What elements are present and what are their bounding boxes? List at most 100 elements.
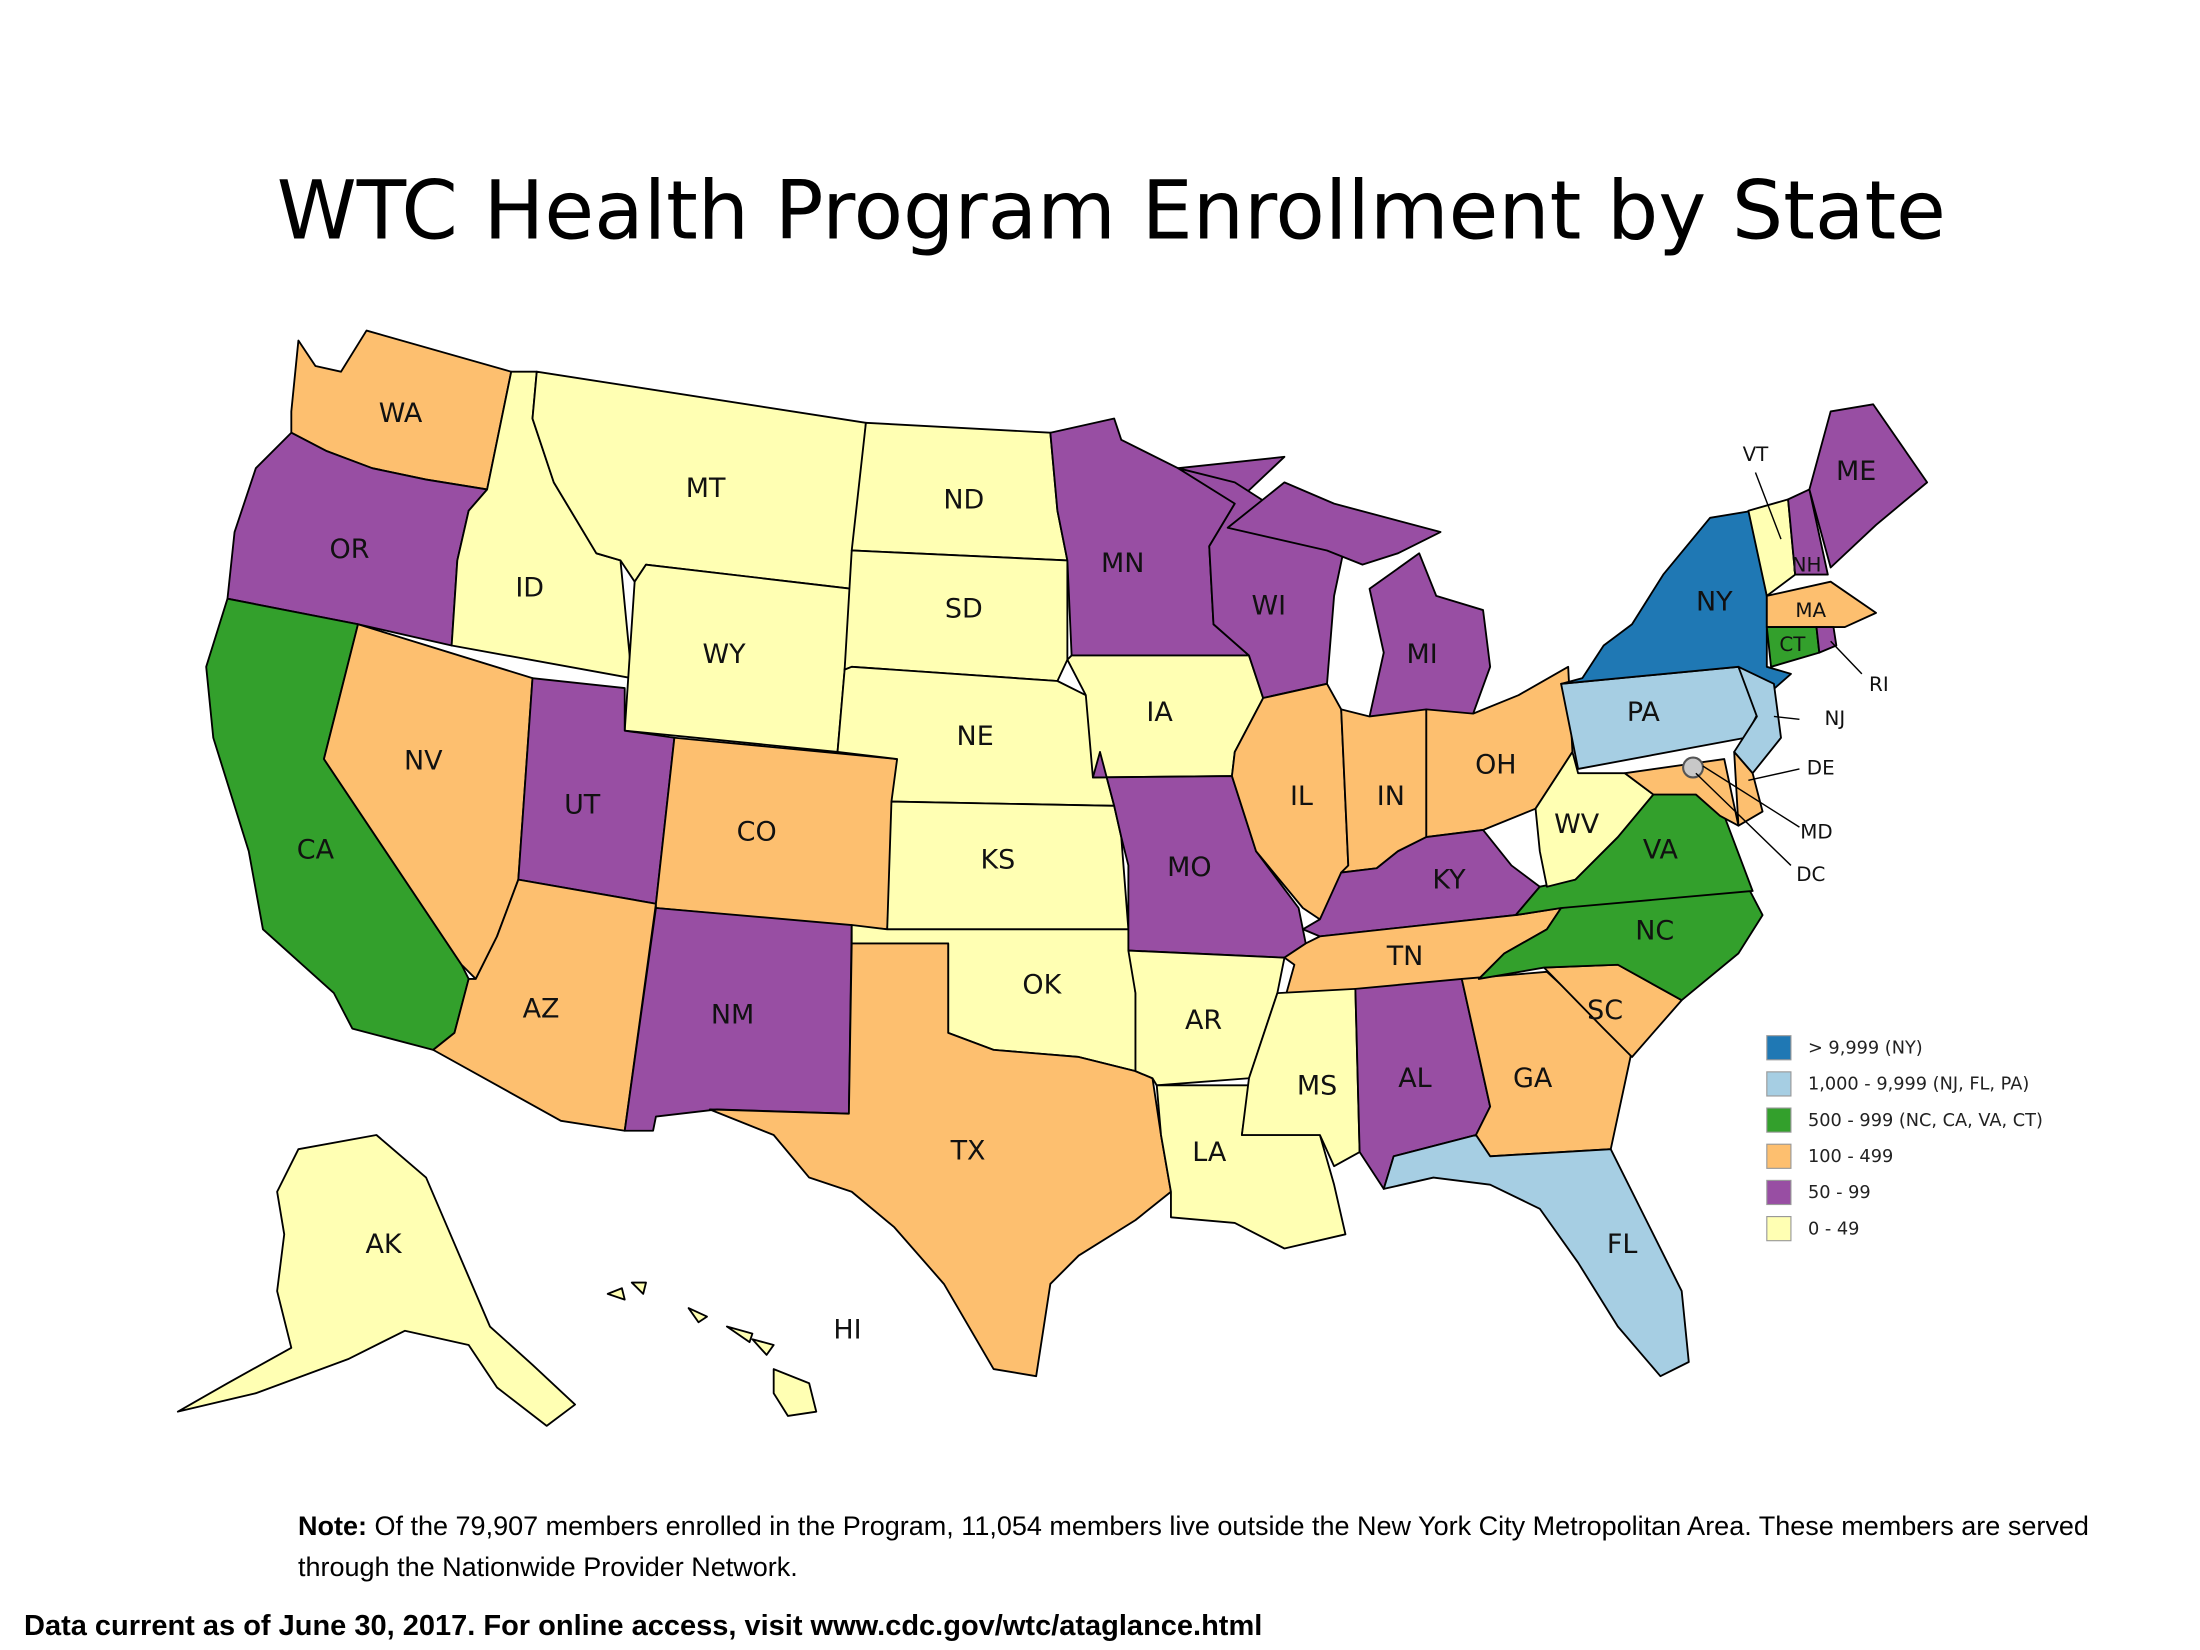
- state-label-ks: KS: [980, 845, 1015, 876]
- state-label-md: MD: [1800, 820, 1832, 843]
- state-label-hi: HI: [833, 1314, 861, 1345]
- state-label-nv: NV: [404, 745, 443, 776]
- state-label-mt: MT: [686, 473, 726, 504]
- state-hi: [751, 1338, 775, 1356]
- state-label-va: VA: [1643, 835, 1679, 866]
- state-label-ms: MS: [1297, 1070, 1337, 1101]
- state-label-az: AZ: [523, 994, 560, 1025]
- state-label-ut: UT: [564, 789, 601, 820]
- state-label-la: LA: [1192, 1137, 1227, 1168]
- state-md: [1624, 758, 1740, 827]
- state-label-ak: AK: [365, 1229, 402, 1260]
- legend-label: 0 - 49: [1808, 1219, 1859, 1239]
- state-label-nh: NH: [1792, 554, 1822, 577]
- state-label-wv: WV: [1554, 809, 1600, 840]
- state-ma: [1765, 580, 1877, 629]
- legend-label: 50 - 99: [1808, 1183, 1871, 1203]
- state-label-mo: MO: [1167, 852, 1211, 883]
- state-label-oh: OH: [1475, 750, 1516, 781]
- state-label-me: ME: [1836, 456, 1876, 487]
- state-label-tn: TN: [1386, 941, 1424, 972]
- state-label-ne: NE: [957, 721, 994, 752]
- state-dc: [1682, 756, 1705, 779]
- note-label: Note:: [298, 1511, 367, 1541]
- state-wy: [623, 563, 853, 753]
- state-hi: [630, 1281, 647, 1295]
- state-label-ct: CT: [1779, 633, 1806, 656]
- callout-line: [1702, 765, 1800, 828]
- map-title: WTC Health Program Enrollment by State: [277, 164, 1946, 258]
- legend-swatch: [1766, 1107, 1792, 1133]
- legend-swatch: [1766, 1179, 1792, 1206]
- state-tx: [708, 942, 1172, 1378]
- legend-swatch: [1766, 1035, 1792, 1061]
- legend-swatch: [1766, 1143, 1792, 1169]
- state-label-fl: FL: [1607, 1229, 1638, 1260]
- state-label-pa: PA: [1627, 697, 1661, 728]
- state-label-wy: WY: [702, 639, 746, 670]
- state-label-ca: CA: [297, 835, 335, 866]
- state-label-ma: MA: [1795, 599, 1826, 622]
- legend-label: 100 - 499: [1808, 1147, 1893, 1167]
- state-label-ky: KY: [1432, 865, 1466, 896]
- state-ri: [1815, 626, 1838, 654]
- legend-label: > 9,999 (NY): [1808, 1038, 1923, 1058]
- callout-line: [1754, 472, 1782, 540]
- state-label-ia: IA: [1146, 697, 1173, 728]
- state-me: [1808, 403, 1929, 569]
- state-label-id: ID: [515, 572, 544, 603]
- state-label-sc: SC: [1587, 995, 1623, 1026]
- state-pa: [1560, 665, 1761, 770]
- state-label-nd: ND: [943, 484, 984, 515]
- callout-line: [1830, 640, 1863, 675]
- legend-swatch: [1766, 1216, 1792, 1242]
- state-label-co: CO: [737, 816, 777, 847]
- state-hi: [687, 1307, 708, 1324]
- state-label-sd: SD: [945, 594, 983, 625]
- state-fl: [1382, 1134, 1690, 1378]
- state-wv: [1534, 751, 1655, 888]
- state-label-ri: RI: [1869, 673, 1889, 696]
- state-mi: [1226, 481, 1442, 566]
- legend-swatch: [1766, 1071, 1792, 1097]
- state-label-wi: WI: [1252, 591, 1287, 622]
- legend: > 9,999 (NY) 1,000 - 9,999 (NJ, FL, PA) 50…: [1766, 1035, 2043, 1242]
- state-label-dc: DC: [1796, 863, 1825, 886]
- state-label-tx: TX: [950, 1136, 986, 1167]
- state-label-or: OR: [330, 534, 370, 565]
- state-ak: [176, 1134, 576, 1427]
- state-label-il: IL: [1290, 781, 1313, 812]
- state-ks: [886, 800, 1130, 931]
- state-il: [1231, 682, 1350, 921]
- note-text: Of the 79,907 members enrolled in the Pr…: [298, 1511, 2089, 1582]
- footer-source: Data current as of June 30, 2017. For on…: [24, 1610, 1263, 1642]
- state-label-ny: NY: [1696, 586, 1733, 617]
- callout-line: [1695, 772, 1792, 866]
- state-hi: [725, 1325, 754, 1344]
- state-label-al: AL: [1398, 1063, 1431, 1094]
- state-nh: [1787, 488, 1829, 576]
- callout-line: [1773, 715, 1800, 721]
- legend-label: 500 - 999 (NC, CA, VA, CT): [1808, 1111, 2043, 1131]
- state-label-nm: NM: [711, 999, 754, 1030]
- callout-line: [1748, 768, 1800, 782]
- state-hi: [606, 1287, 626, 1301]
- state-label-in: IN: [1377, 781, 1405, 812]
- state-de: [1733, 751, 1764, 827]
- state-label-ga: GA: [1513, 1063, 1553, 1094]
- state-label-de: DE: [1807, 756, 1835, 779]
- note: Note: Of the 79,907 members enrolled in …: [298, 1506, 2118, 1588]
- legend-label: 1,000 - 9,999 (NJ, FL, PA): [1808, 1075, 2029, 1095]
- state-nc: [1477, 881, 1764, 1002]
- state-label-wa: WA: [379, 398, 423, 429]
- state-label-mn: MN: [1101, 548, 1144, 579]
- state-mi: [1368, 552, 1492, 718]
- state-label-mi: MI: [1406, 639, 1437, 670]
- state-hi: [772, 1368, 818, 1417]
- state-label-nc: NC: [1635, 916, 1674, 947]
- state-label-vt: VT: [1743, 443, 1770, 466]
- state-label-ar: AR: [1185, 1005, 1222, 1036]
- state-label-ok: OK: [1022, 970, 1062, 1001]
- state-label-nj: NJ: [1825, 707, 1846, 730]
